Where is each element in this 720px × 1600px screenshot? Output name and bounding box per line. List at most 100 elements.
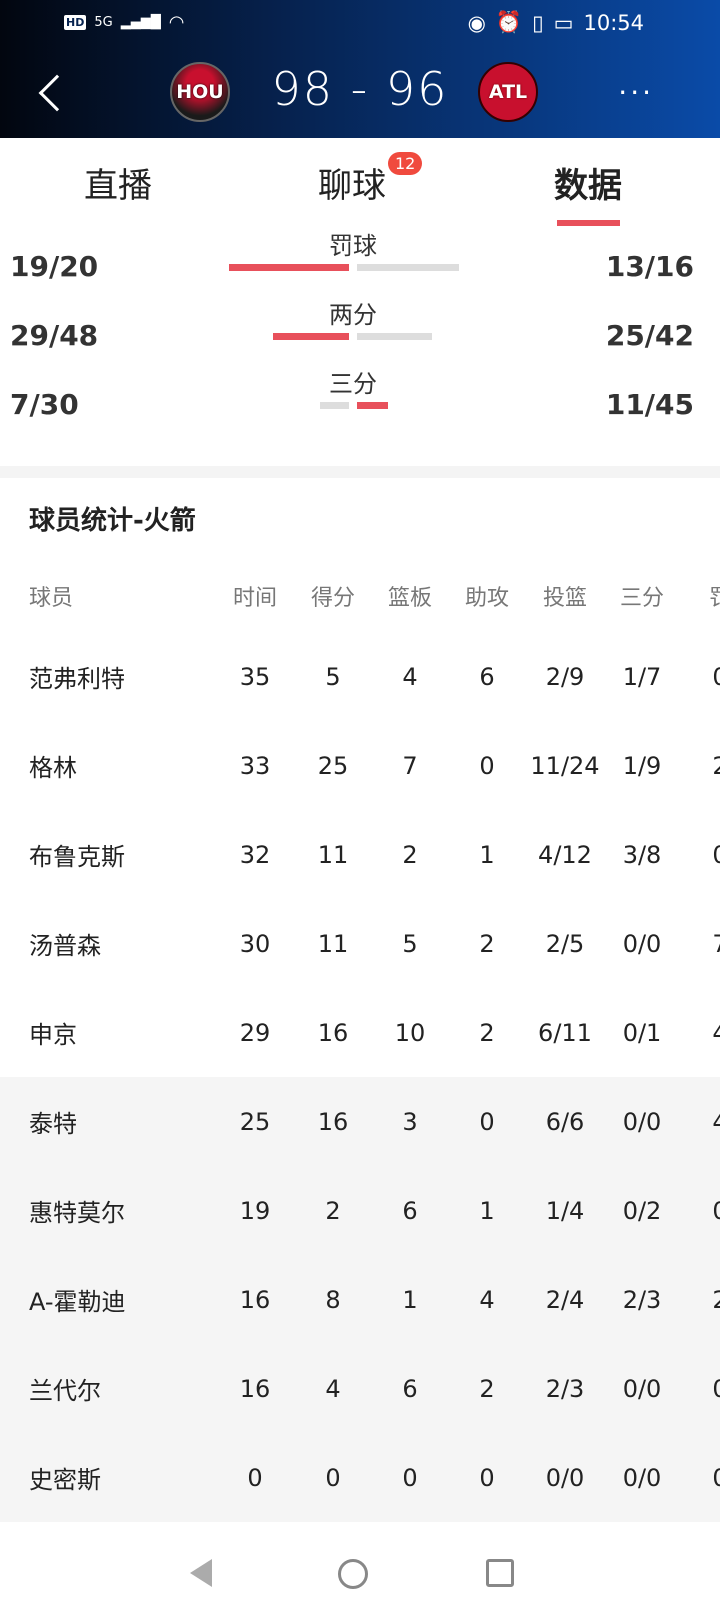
active-tab-indicator [557, 220, 620, 226]
column-header: 罚 [708, 586, 720, 611]
status-bar: HD 5G ▂▄▆█ ◠ ◉ ⏰ ▯ ▭ 10:54 [0, 10, 720, 40]
home-team-logo[interactable]: HOU [170, 62, 230, 122]
stat-cell: 0 [479, 1463, 495, 1492]
stat-cell: 4 [479, 1285, 495, 1314]
table-row[interactable]: 申京 29 16 10 2 6/11 0/1 4 [0, 988, 720, 1077]
wifi-icon: ◠ [168, 12, 185, 33]
more-icon[interactable]: ··· [618, 76, 654, 109]
player-name: 布鲁克斯 [29, 843, 125, 871]
vibrate-icon: ▯ [532, 10, 544, 35]
stat-cell: 11 [317, 840, 349, 869]
table-row[interactable]: 范弗利特 35 5 4 6 2/9 1/7 0 [0, 632, 720, 721]
player-stats-table: 球员时间得分篮板助攻投篮三分罚范弗利特355462/91/70格林3325701… [0, 560, 720, 1522]
stat-cell: 1/7 [622, 662, 662, 691]
section-title: 球员统计-火箭 [29, 506, 196, 536]
table-row[interactable]: 泰特 25 16 3 0 6/6 0/0 4 [0, 1077, 720, 1166]
stat-cell: 1/9 [622, 751, 662, 780]
stat-cell: 1 [402, 1285, 418, 1314]
player-name: 申京 [29, 1021, 77, 1049]
score: 98 - 96 [271, 62, 449, 116]
stat-cell: 3 [402, 1107, 418, 1136]
system-nav-bar [0, 1535, 720, 1600]
tab-label: 数据 [554, 166, 622, 206]
stat-cell: 0 [325, 1463, 341, 1492]
stat-cell: 2/3 [622, 1285, 662, 1314]
stat-cell: 1 [479, 1196, 495, 1225]
stat-cell: 0 [479, 1107, 495, 1136]
stat-cell: 5 [402, 929, 418, 958]
table-row[interactable]: 布鲁克斯 32 11 2 1 4/12 3/8 0 [0, 810, 720, 899]
stat-name: 罚球 [329, 232, 377, 260]
stat-cell: 0 [680, 810, 720, 899]
eye-icon: ◉ [467, 10, 486, 35]
stat-cell: 0 [680, 1166, 720, 1255]
stat-cell: 3/8 [622, 840, 662, 869]
alarm-icon: ⏰ [495, 10, 523, 34]
away-bar [357, 264, 459, 271]
nav-home-icon[interactable] [338, 1559, 368, 1589]
tab-chat[interactable]: 聊球 12 [318, 152, 423, 207]
stat-cell: 5 [325, 662, 341, 691]
stat-cell: 19 [239, 1196, 271, 1225]
stat-cell: 4/12 [538, 840, 592, 869]
back-icon[interactable] [38, 74, 76, 112]
column-header: 三分 [619, 586, 664, 611]
shooting-row: 罚球 19/20 13/16 [0, 226, 720, 286]
stat-cell: 0/0 [545, 1463, 585, 1492]
clock: 10:54 [583, 10, 644, 35]
away-value: 25/42 [605, 319, 694, 352]
home-value: 7/30 [10, 388, 79, 421]
divider [0, 466, 720, 478]
player-name: 惠特莫尔 [29, 1199, 125, 1227]
stat-cell: 0 [680, 1433, 720, 1522]
stat-cell: 6 [402, 1196, 418, 1225]
stat-cell: 25 [317, 751, 349, 780]
stat-cell: 25 [239, 1107, 271, 1136]
stat-cell: 2/4 [545, 1285, 585, 1314]
table-row[interactable]: A-霍勒迪 16 8 1 4 2/4 2/3 2 [0, 1255, 720, 1344]
player-name: 泰特 [29, 1110, 77, 1138]
table-row[interactable]: 兰代尔 16 4 6 2 2/3 0/0 0 [0, 1344, 720, 1433]
stat-cell: 2 [680, 1255, 720, 1344]
table-row[interactable]: 惠特莫尔 19 2 6 1 1/4 0/2 0 [0, 1166, 720, 1255]
home-bar [320, 402, 349, 409]
network-icon: 5G [94, 15, 113, 30]
stat-cell: 0/2 [622, 1196, 662, 1225]
away-value: 13/16 [605, 250, 694, 283]
stat-cell: 0/0 [622, 1374, 662, 1403]
table-row[interactable]: 汤普森 30 11 5 2 2/5 0/0 7 [0, 899, 720, 988]
column-header: 得分 [310, 586, 355, 611]
stat-cell: 2 [479, 1374, 495, 1403]
stat-cell: 11/24 [530, 751, 600, 780]
battery-icon: ▭ [553, 10, 574, 35]
stat-cell: 0 [479, 751, 495, 780]
shooting-comparison: 罚球 19/20 13/16 两分 29/48 25/42 三分 7/30 11… [0, 226, 720, 466]
home-value: 19/20 [10, 250, 99, 283]
stat-cell: 33 [239, 751, 271, 780]
tab-label: 直播 [84, 166, 152, 206]
stat-cell: 2 [680, 721, 720, 810]
stat-cell: 0 [402, 1463, 418, 1492]
nav-recents-icon[interactable] [486, 1559, 514, 1587]
stat-cell: 2/3 [545, 1374, 585, 1403]
stat-cell: 0 [680, 632, 720, 721]
tab-live[interactable]: 直播 [84, 158, 152, 207]
stat-name: 两分 [329, 301, 377, 329]
column-header: 球员 [29, 586, 74, 611]
column-header: 篮板 [387, 586, 432, 611]
table-row[interactable]: 史密斯 0 0 0 0 0/0 0/0 0 [0, 1433, 720, 1522]
tab-data[interactable]: 数据 [554, 158, 622, 207]
nav-back-icon[interactable] [190, 1559, 212, 1587]
stat-cell: 6 [402, 1374, 418, 1403]
table-row[interactable]: 格林 33 25 7 0 11/24 1/9 2 [0, 721, 720, 810]
home-bar [229, 264, 349, 271]
stat-cell: 7 [402, 751, 418, 780]
tab-bar: 直播 聊球 12 数据 [0, 138, 720, 226]
player-name: 范弗利特 [29, 665, 125, 693]
away-team-logo[interactable]: ATL [478, 62, 538, 122]
stat-cell: 1/4 [545, 1196, 585, 1225]
stat-cell: 29 [239, 1018, 271, 1047]
stat-cell: 2 [325, 1196, 341, 1225]
stat-cell: 10 [394, 1018, 426, 1047]
column-header: 助攻 [464, 586, 509, 611]
